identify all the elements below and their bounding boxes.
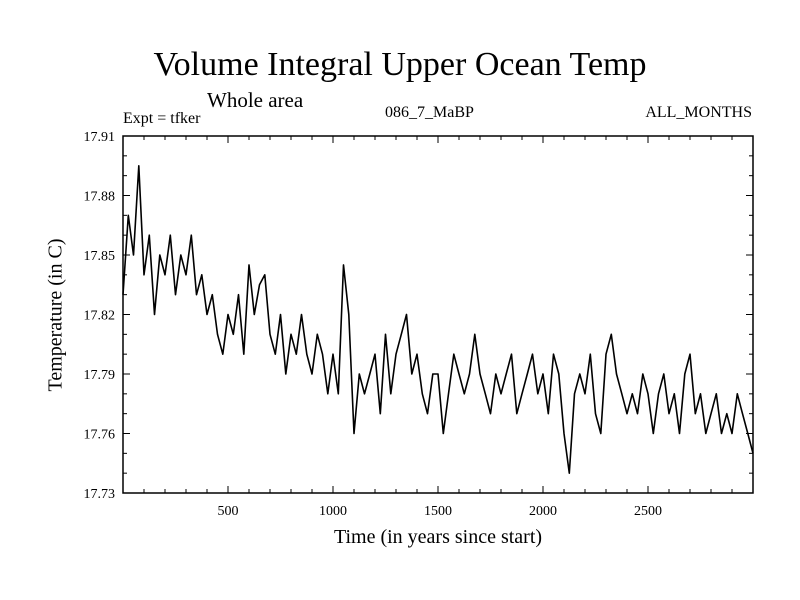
plot-frame xyxy=(122,135,754,494)
y-tick-label: 17.73 xyxy=(84,487,116,502)
y-tick-label: 17.79 xyxy=(84,368,116,383)
series-line xyxy=(122,165,754,474)
months-label: ALL_MONTHS xyxy=(645,104,752,121)
y-tick-label: 17.88 xyxy=(84,190,116,205)
axis-tick-labels: 500 1000 1500 2000 2500 17.73 17.76 17.79 17.82 1… xyxy=(84,130,663,519)
x-tick-label: 1500 xyxy=(424,504,452,519)
run-label: 086_7_MaBP xyxy=(385,104,474,121)
x-tick-label: 1000 xyxy=(319,504,347,519)
y-tick-label: 17.85 xyxy=(84,249,116,264)
y-tick-label: 17.76 xyxy=(84,428,116,443)
x-tick-label: 2000 xyxy=(529,504,557,519)
x-tick-label: 2500 xyxy=(634,504,662,519)
axis-ticks xyxy=(122,135,754,494)
chart-title: Volume Integral Upper Ocean Temp xyxy=(153,46,647,83)
x-tick-label: 500 xyxy=(218,504,239,519)
chart-subtitle: Whole area xyxy=(207,88,304,112)
y-tick-label: 17.82 xyxy=(84,309,116,324)
x-axis-label: Time (in years since start) xyxy=(333,526,543,548)
y-tick-label: 17.91 xyxy=(84,130,116,145)
experiment-label: Expt = tfker xyxy=(123,110,201,127)
